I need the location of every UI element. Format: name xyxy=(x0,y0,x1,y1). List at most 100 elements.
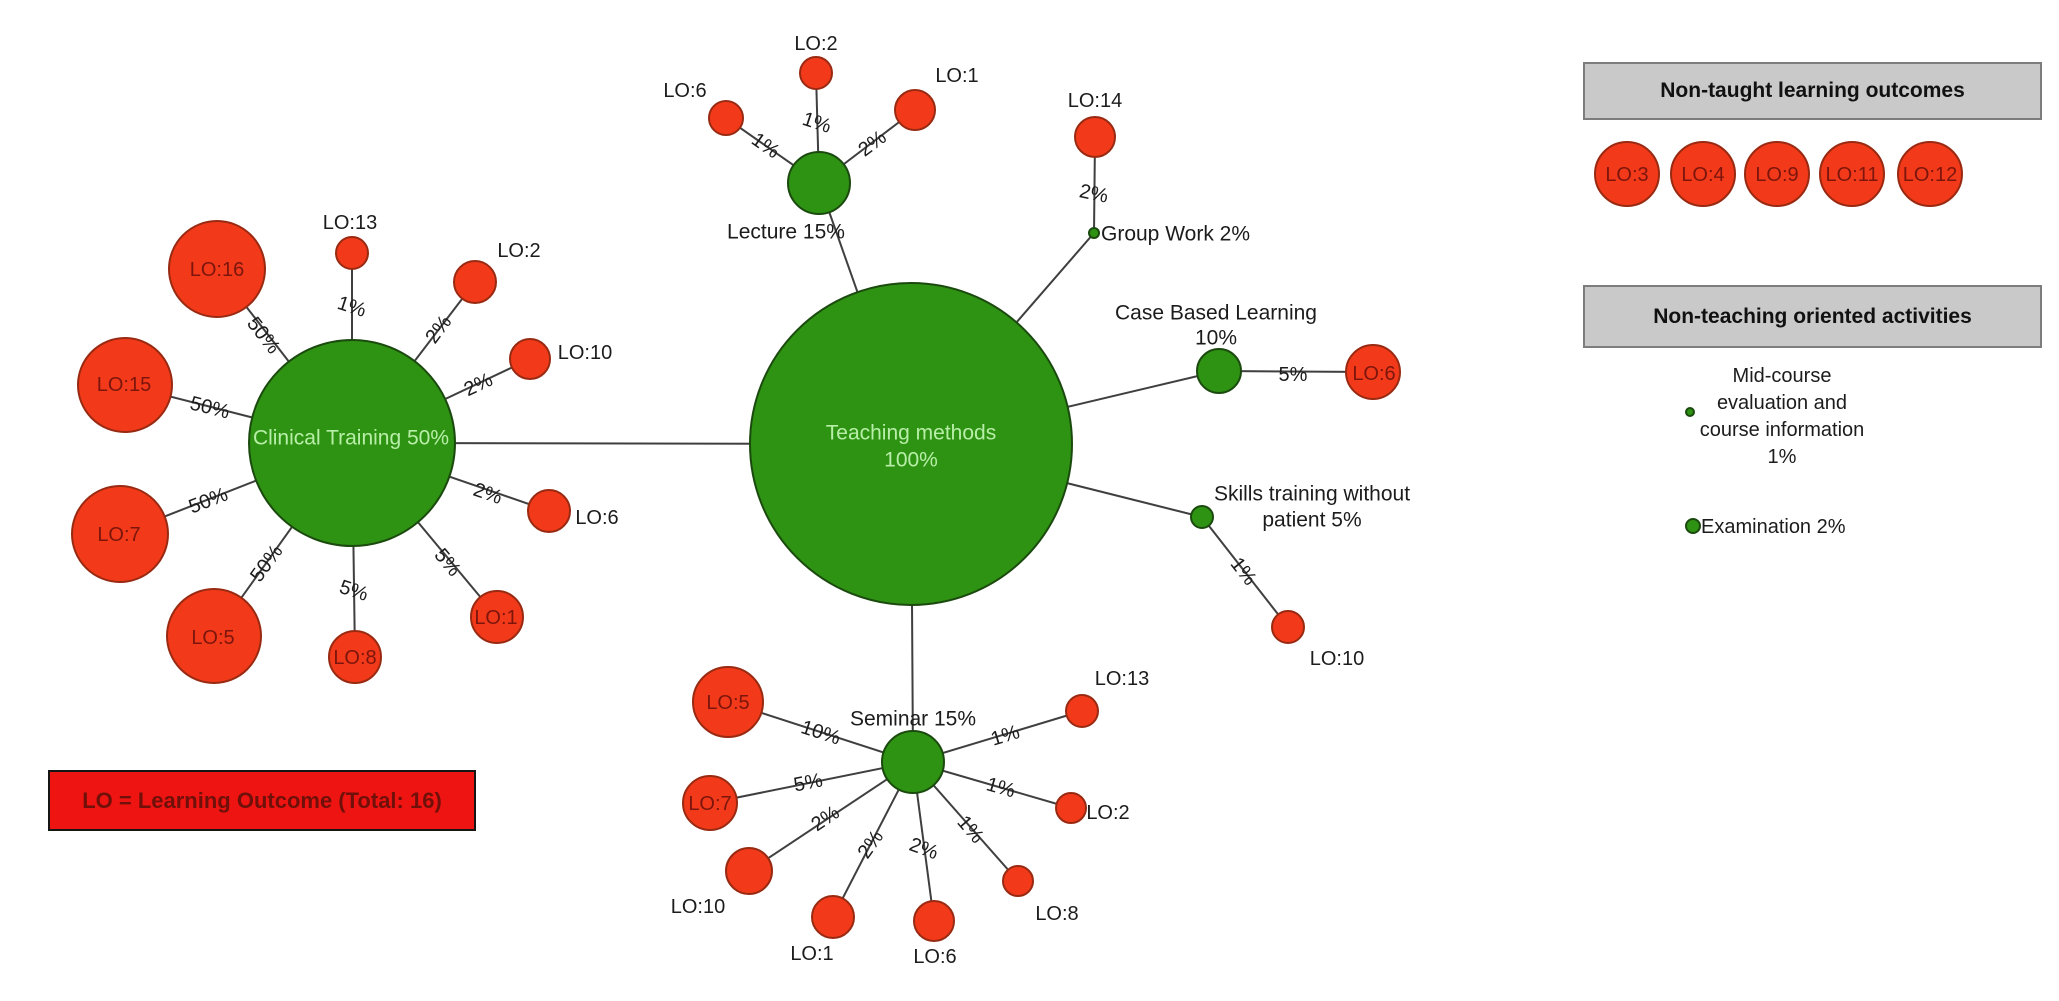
lo-node-clinical-training-lo16 xyxy=(168,220,266,318)
lo-node-seminar-lo8 xyxy=(1002,865,1034,897)
node-label-teaching-methods: 100% xyxy=(884,448,938,471)
edge-percent-label-seminar-lo13: 1% xyxy=(988,721,1022,751)
edge-percent-label-clinical-training-lo6: 2% xyxy=(470,479,505,509)
edge-percent-label-seminar-lo5: 10% xyxy=(798,716,843,749)
node-label-seminar: Seminar 15% xyxy=(850,707,976,730)
non-taught-lo-node-lo11 xyxy=(1819,141,1885,207)
lo-node-seminar-lo10 xyxy=(725,847,773,895)
activity-label-mid-course-evaluation: course information xyxy=(1700,419,1865,441)
node-label-group-work: Group Work 2% xyxy=(1101,222,1250,245)
lo-node-lecture-lo6 xyxy=(708,100,744,136)
node-case-based-learning xyxy=(1196,348,1242,394)
edge-percent-label-clinical-training-lo15: 50% xyxy=(188,392,232,423)
lo-label-clinical-training-lo5: LO:5 xyxy=(191,627,234,649)
non-taught-lo-label: LO:11 xyxy=(1826,164,1879,186)
lo-node-lecture-lo1 xyxy=(894,89,936,131)
edge-percent-label-clinical-training-lo10: 2% xyxy=(461,369,497,401)
edge-percent-label-clinical-training-lo8: 5% xyxy=(337,576,371,606)
activity-label-mid-course-evaluation: evaluation and xyxy=(1717,392,1847,414)
node-label-teaching-methods: Teaching methods xyxy=(826,421,996,444)
lo-node-group-work-lo14 xyxy=(1074,116,1116,158)
edge-percent-label-group-work-lo14: 2% xyxy=(1077,180,1110,208)
lo-node-clinical-training-lo2 xyxy=(453,260,497,304)
lo-node-clinical-training-lo7 xyxy=(71,485,169,583)
non-taught-outcomes-title: Non-taught learning outcomes xyxy=(1660,79,1965,102)
edge-percent-label-seminar-lo2: 1% xyxy=(984,773,1018,802)
lo-label-group-work-lo14: LO:14 xyxy=(1068,90,1122,112)
lo-node-clinical-training-lo5 xyxy=(166,588,262,684)
node-seminar xyxy=(881,730,945,794)
non-taught-outcomes-header: Non-taught learning outcomes xyxy=(1583,62,2042,120)
lo-node-clinical-training-lo1 xyxy=(470,590,524,644)
node-teaching-methods xyxy=(749,282,1073,606)
non-taught-lo-label: LO:4 xyxy=(1681,164,1724,186)
lo-node-case-based-learning-lo6 xyxy=(1345,344,1401,400)
lo-node-seminar-lo2 xyxy=(1055,792,1087,824)
lo-node-skills-training-without-patient-lo10 xyxy=(1271,610,1305,644)
non-taught-lo-label: LO:3 xyxy=(1605,164,1648,186)
lo-node-clinical-training-lo15 xyxy=(77,337,173,433)
lo-label-seminar-lo1: LO:1 xyxy=(790,943,833,965)
lo-label-seminar-lo7: LO:7 xyxy=(688,793,731,815)
non-taught-lo-node-lo12 xyxy=(1897,141,1963,207)
edge-percent-label-clinical-training-lo5: 50% xyxy=(246,541,287,586)
lo-label-seminar-lo2: LO:2 xyxy=(1086,802,1129,824)
edge-percent-label-seminar-lo6: 2% xyxy=(906,834,941,865)
lo-node-clinical-training-lo8 xyxy=(328,630,382,684)
lo-node-seminar-lo5 xyxy=(692,666,764,738)
edge-percent-label-clinical-training-lo13: 1% xyxy=(335,292,369,322)
activity-label-mid-course-evaluation: Mid-course xyxy=(1733,365,1832,387)
edge-percent-label-lecture-lo2: 1% xyxy=(800,108,834,138)
lo-label-lecture-lo6: LO:6 xyxy=(663,80,706,102)
lo-label-skills-training-without-patient-lo10: LO:10 xyxy=(1310,648,1364,670)
lo-node-seminar-lo6 xyxy=(913,900,955,942)
lo-label-case-based-learning-lo6: LO:6 xyxy=(1352,363,1395,385)
lo-label-clinical-training-lo16: LO:16 xyxy=(190,259,244,281)
non-teaching-activities-title: Non-teaching oriented activities xyxy=(1653,304,1972,328)
edge-percent-label-clinical-training-lo1: 5% xyxy=(430,545,466,581)
lo-label-clinical-training-lo6: LO:6 xyxy=(575,507,618,529)
non-taught-lo-node-lo9 xyxy=(1744,141,1810,207)
lo-label-seminar-lo5: LO:5 xyxy=(706,692,749,714)
edge-seminar-lo10 xyxy=(748,761,914,872)
node-label-clinical-training: Clinical Training 50% xyxy=(253,426,449,449)
node-label-skills-training-without-patient: Skills training without xyxy=(1214,482,1410,505)
node-label-lecture: Lecture 15% xyxy=(727,220,845,243)
edge-percent-label-seminar-lo10: 2% xyxy=(807,802,843,837)
activity-label-examination: Examination 2% xyxy=(1701,516,1846,538)
edge-percent-label-case-based-learning-lo6: 5% xyxy=(1279,364,1308,386)
lo-label-clinical-training-lo15: LO:15 xyxy=(97,374,151,396)
node-group-work xyxy=(1088,227,1100,239)
edge-percent-label-seminar-lo1: 2% xyxy=(854,826,889,862)
node-label-case-based-learning: 10% xyxy=(1195,326,1237,349)
lo-label-clinical-training-lo1: LO:1 xyxy=(474,607,517,629)
lo-label-clinical-training-lo10: LO:10 xyxy=(558,342,612,364)
lo-node-seminar-lo7 xyxy=(682,775,738,831)
edge-percent-label-clinical-training-lo7: 50% xyxy=(186,483,231,518)
edge-skills-training-without-patient-lo10 xyxy=(1201,516,1289,628)
edge-percent-label-clinical-training-lo16: 50% xyxy=(242,313,284,358)
edge-seminar-lo7 xyxy=(709,761,914,804)
non-taught-lo-node-lo3 xyxy=(1594,141,1660,207)
activity-dot-examination xyxy=(1685,518,1701,534)
lo-label-seminar-lo6: LO:6 xyxy=(913,946,956,968)
non-teaching-activities-header: Non-teaching oriented activities xyxy=(1583,285,2042,348)
node-skills-training-without-patient xyxy=(1190,505,1214,529)
lo-label-seminar-lo8: LO:8 xyxy=(1035,903,1078,925)
non-taught-lo-label: LO:9 xyxy=(1755,164,1798,186)
node-label-skills-training-without-patient: patient 5% xyxy=(1262,508,1361,531)
lo-label-clinical-training-lo13: LO:13 xyxy=(323,212,377,234)
lo-label-seminar-lo10: LO:10 xyxy=(671,896,725,918)
legend-text: LO = Learning Outcome (Total: 16) xyxy=(82,787,442,813)
edge-percent-label-clinical-training-lo2: 2% xyxy=(421,311,456,347)
node-clinical-training xyxy=(248,339,456,547)
non-taught-lo-label: LO:12 xyxy=(1903,164,1957,186)
lo-label-seminar-lo13: LO:13 xyxy=(1095,668,1149,690)
edge-percent-label-lecture-lo6: 1% xyxy=(747,129,783,164)
lo-label-lecture-lo2: LO:2 xyxy=(794,33,837,55)
lo-label-clinical-training-lo2: LO:2 xyxy=(497,240,540,262)
lo-node-clinical-training-lo13 xyxy=(335,236,369,270)
lo-node-seminar-lo13 xyxy=(1065,694,1099,728)
